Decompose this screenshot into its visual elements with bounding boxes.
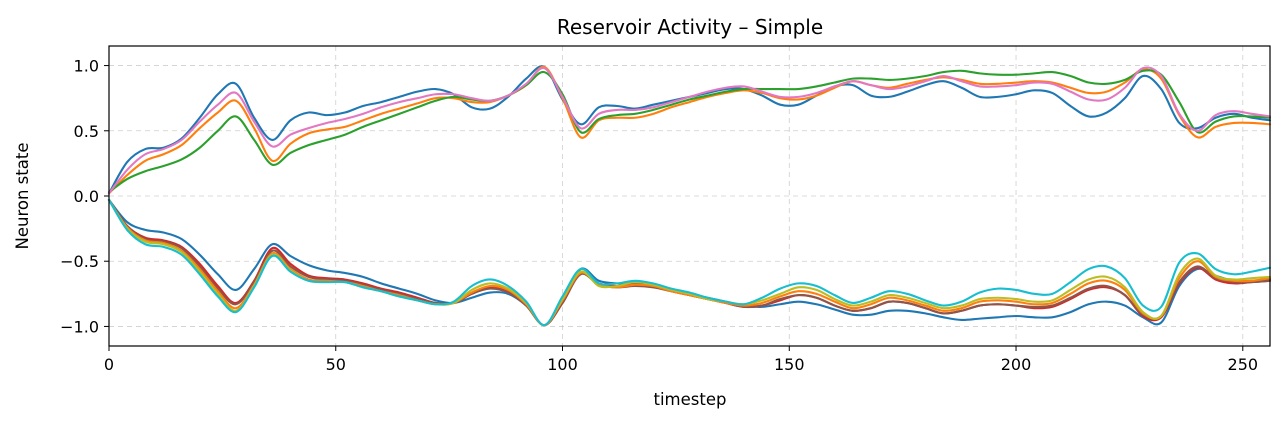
x-axis: 0 50 100 150 200 250 <box>104 346 1258 374</box>
series-line-3 <box>107 69 1272 194</box>
x-tick-label: 250 <box>1228 355 1259 374</box>
series-line-2 <box>107 65 1272 195</box>
x-axis-label: timestep <box>654 390 727 409</box>
series-line-10 <box>107 198 1272 327</box>
series-line-8 <box>107 198 1272 327</box>
x-tick-label: 200 <box>1001 355 1032 374</box>
y-tick-label: 1.0 <box>74 57 99 76</box>
y-axis-label: Neuron state <box>13 143 32 250</box>
x-tick-label: 50 <box>326 355 346 374</box>
x-tick-label: 0 <box>104 355 114 374</box>
y-tick-label: 0.0 <box>74 187 99 206</box>
series-line-4 <box>107 66 1272 195</box>
y-tick-label: 0.5 <box>74 122 99 141</box>
y-tick-label: −0.5 <box>60 252 99 271</box>
chart-title: Reservoir Activity – Simple <box>557 15 823 39</box>
y-axis: 1.0 0.5 0.0 −0.5 −1.0 <box>60 57 109 336</box>
x-tick-label: 150 <box>774 355 805 374</box>
x-tick-label: 100 <box>547 355 578 374</box>
y-tick-label: −1.0 <box>60 317 99 336</box>
plot-lines <box>107 65 1272 327</box>
